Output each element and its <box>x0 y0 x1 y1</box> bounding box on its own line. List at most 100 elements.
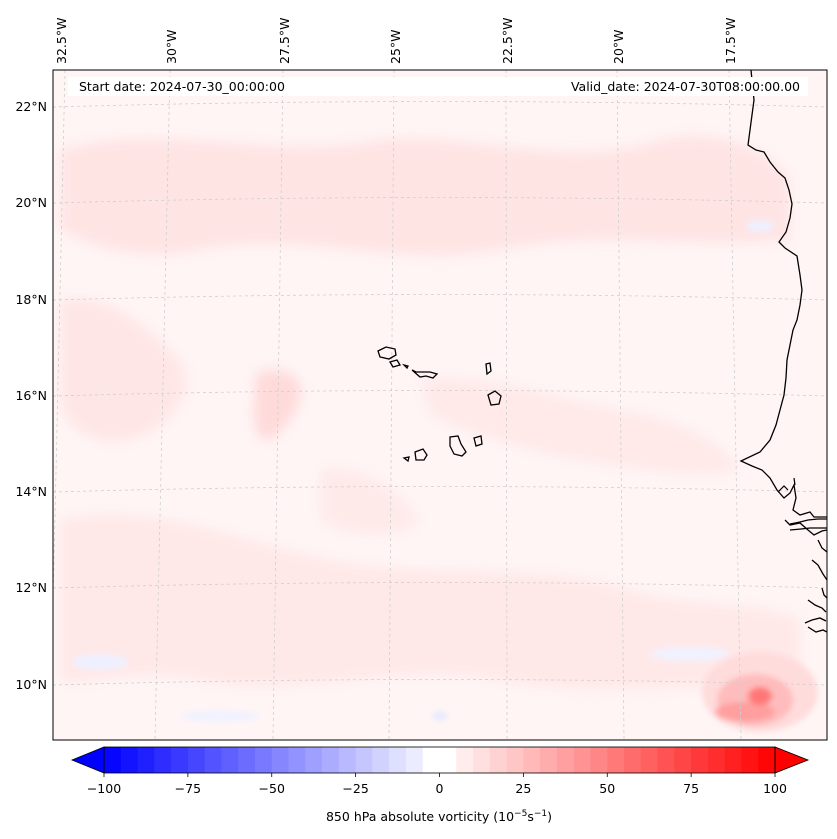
colorbar-cell <box>322 747 340 773</box>
island-brava <box>402 456 410 463</box>
colorbar-ticks: −100 −75 −50 −25 0 25 50 75 100 <box>87 773 787 796</box>
meridian <box>616 70 625 740</box>
colorbar-tick-label: 0 <box>436 781 444 796</box>
colorbar-cell <box>355 747 374 773</box>
meridian <box>272 70 284 740</box>
cape-verde-islands <box>377 346 502 463</box>
colorbar-cell <box>540 747 558 773</box>
lat-label: 16°N <box>15 388 47 403</box>
colorbar-cell <box>523 747 541 773</box>
vorticity-maximum <box>702 652 818 732</box>
parallel <box>53 197 827 204</box>
colorbar-cell <box>439 747 457 773</box>
colorbar-label-exp2: −1 <box>534 809 547 819</box>
island-santiago <box>449 435 467 457</box>
lon-label: 17.5°W <box>723 18 738 64</box>
parallel <box>53 390 827 397</box>
parallel <box>53 679 827 686</box>
colorbar-tick-label: −75 <box>175 781 201 796</box>
island-fogo <box>414 448 428 461</box>
colorbar-cell <box>171 747 189 773</box>
map-panel <box>53 70 827 740</box>
colorbar-cell <box>271 747 290 773</box>
island-santo-antao <box>377 346 397 360</box>
negative-vorticity-spot <box>180 710 260 722</box>
colorbar-cell <box>238 747 256 773</box>
colorbar-cell <box>254 747 273 773</box>
island-maio <box>473 435 483 447</box>
positive-vorticity-patch <box>60 135 790 256</box>
lat-label: 10°N <box>15 677 47 692</box>
colorbar-cell <box>221 747 239 773</box>
map-frame <box>52 69 828 741</box>
lat-label: 20°N <box>15 195 47 210</box>
island-sao-nicolau <box>411 369 439 379</box>
island-sao-vicente <box>389 359 401 368</box>
colorbar-cell <box>288 747 306 773</box>
lon-label: 25°W <box>388 29 403 64</box>
colorbar-cell <box>187 747 206 773</box>
colorbar-cell <box>691 747 709 773</box>
lat-label: 14°N <box>15 484 47 499</box>
colorbar-cell <box>473 747 491 773</box>
colorbar-cell <box>590 747 608 773</box>
valid-date-label: Valid_date: 2024-07-30T08:00:00.00 <box>571 79 800 94</box>
parallel <box>53 101 827 108</box>
colorbar-cell <box>305 747 323 773</box>
longitude-labels: 32.5°W 30°W 27.5°W 25°W 22.5°W 20°W 17.5… <box>54 18 738 64</box>
colorbar-cell <box>405 747 424 773</box>
colorbar-cell <box>724 747 743 773</box>
parallel <box>53 294 827 301</box>
colorbar-cell <box>204 747 223 773</box>
lat-label: 22°N <box>15 99 47 114</box>
colorbar-label-mid: s <box>527 809 534 824</box>
lon-label: 30°W <box>164 29 179 64</box>
colorbar-tick-label: 50 <box>599 781 615 796</box>
colorbar-cell <box>154 747 172 773</box>
colorbar-tick-label: −50 <box>259 781 285 796</box>
header-band <box>68 77 808 96</box>
negative-vorticity-spot <box>650 647 730 661</box>
colorbar-label-exp1: −5 <box>514 809 527 819</box>
lon-label: 32.5°W <box>54 18 69 64</box>
negative-vorticity-spot <box>432 712 448 720</box>
colorbar-cell <box>741 747 759 773</box>
parallel <box>53 582 827 589</box>
positive-vorticity-patch <box>60 514 800 690</box>
colorbar-cell <box>624 747 642 773</box>
colorbar-cell <box>657 747 675 773</box>
colorbar-tick-label: 75 <box>683 781 699 796</box>
positive-vorticity-patch <box>253 369 301 441</box>
lat-label: 12°N <box>15 580 47 595</box>
meridian <box>154 70 171 740</box>
colorbar-extend-max <box>774 746 810 774</box>
lon-label: 27.5°W <box>277 18 292 64</box>
negative-vorticity-spot <box>72 654 128 670</box>
vorticity-max-mid2 <box>715 702 775 722</box>
meridian <box>388 70 395 740</box>
island-sal <box>485 362 492 376</box>
colorbar-tick-label: −25 <box>342 781 368 796</box>
colorbar-tick-label: 100 <box>763 781 787 796</box>
vorticity-field-patches <box>60 135 800 690</box>
lon-label: 20°W <box>611 29 626 64</box>
colorbar: −100 −75 −50 −25 0 25 50 75 100 850 hPa absolute… <box>70 746 810 824</box>
meridian <box>728 70 742 740</box>
colorbar-cell <box>372 747 390 773</box>
colorbar-cell <box>640 747 659 773</box>
colorbar-cell <box>120 747 139 773</box>
colorbar-cell <box>758 747 776 773</box>
positive-vorticity-patch <box>60 298 187 442</box>
start-date-label: Start date: 2024-07-30_00:00:00 <box>79 79 285 94</box>
colorbar-label: 850 hPa absolute vorticity (10−5s−1) <box>326 809 552 824</box>
colorbar-tick-label: 25 <box>515 781 531 796</box>
island-boa-vista <box>487 390 502 406</box>
colorbar-label-main: 850 hPa absolute vorticity (10 <box>326 809 514 824</box>
vorticity-max-core <box>748 687 772 705</box>
negative-vorticity-spots <box>72 220 774 722</box>
west-africa-coastline <box>739 70 827 633</box>
colorbar-cell <box>674 747 692 773</box>
positive-vorticity-patch <box>320 468 420 535</box>
colorbar-cell <box>489 747 508 773</box>
